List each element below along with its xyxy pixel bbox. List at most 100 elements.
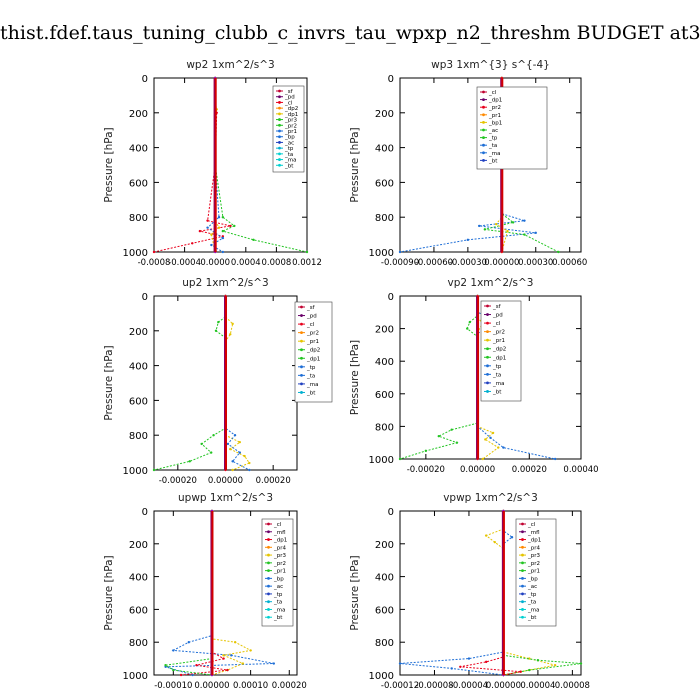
legend-label: _cl — [273, 522, 282, 528]
legend-marker — [482, 143, 485, 147]
x-tick-label: 0.00040 — [563, 465, 598, 475]
data-point — [497, 446, 500, 449]
plot-frame — [399, 295, 582, 460]
y-axis-label: Pressure [hPa] — [349, 127, 361, 202]
legend-label: _pr4 — [273, 545, 287, 551]
data-point — [398, 250, 402, 254]
legend-marker — [267, 545, 270, 549]
plot-frame — [153, 510, 298, 676]
legend-label: _pr3 — [284, 118, 298, 124]
data-point — [466, 327, 469, 330]
data-point — [210, 451, 213, 454]
legend-label: _dp2 — [284, 106, 298, 112]
legend-marker — [267, 592, 270, 596]
data-point — [484, 534, 488, 537]
legend-marker — [486, 304, 489, 308]
data-point — [233, 434, 237, 437]
x-tick-label: -0.00008 — [415, 681, 453, 691]
data-point — [179, 673, 183, 677]
legend-label: _pr1 — [527, 569, 540, 575]
data-point — [252, 238, 255, 242]
legend-marker — [278, 129, 281, 133]
legend-marker — [486, 390, 489, 393]
data-point — [557, 250, 560, 254]
legend-marker — [521, 545, 524, 549]
series-line — [211, 511, 253, 676]
chart-title: up2 1xm^2/s^3 — [182, 277, 268, 289]
y-tick-label: 0 — [388, 74, 394, 85]
y-axis-label: Pressure [hPa] — [103, 345, 115, 420]
legend-label: _cl — [306, 322, 315, 328]
y-tick-label: 400 — [375, 357, 394, 368]
legend-label: _tp — [284, 146, 294, 152]
y-axis-label: Pressure [hPa] — [103, 555, 115, 630]
plot-frame — [399, 510, 582, 676]
x-tick-label: 0.00060 — [552, 258, 587, 268]
legend-label: _dp2 — [306, 348, 320, 354]
legend-label: _mfl — [273, 530, 286, 536]
x-tick-label: -0.00010 — [154, 681, 192, 691]
y-tick-label: 400 — [129, 573, 148, 584]
y-tick-label: 400 — [129, 362, 148, 373]
data-point — [536, 659, 540, 662]
data-point — [206, 219, 209, 222]
legend-marker — [267, 600, 270, 604]
legend-label: _ta — [306, 373, 315, 379]
chart-4: upwp 1xm^2/s^3 Pressure [hPa] 0 200 400 600 80… — [103, 492, 307, 691]
legend-box — [480, 300, 522, 402]
legend-marker — [267, 553, 270, 557]
data-point — [221, 216, 225, 219]
legend-label: _tp — [488, 136, 498, 142]
data-point — [210, 233, 213, 236]
chart-1: wp3 1xm^{3} s^{-4} Pressure [hPa] 0 200 400 6… — [349, 59, 587, 268]
x-tick-label: 0.00000 — [208, 476, 243, 486]
legend-label: _bt — [527, 615, 537, 621]
legend-marker — [482, 105, 485, 109]
legend-marker — [486, 338, 489, 342]
chart-5: vpwp 1xm^2/s^3 Pressure [hPa] 0 200 400 600 80… — [349, 492, 590, 691]
legend-label: _pr2 — [306, 331, 319, 337]
data-point — [502, 446, 505, 449]
y-tick-label: 800 — [375, 638, 394, 649]
y-tick-label: 800 — [375, 213, 394, 224]
legend-label: _bp — [273, 576, 284, 582]
legend-marker — [486, 381, 489, 385]
data-point — [217, 320, 220, 324]
legend-marker — [521, 615, 524, 619]
legend-label: _dp1 — [306, 356, 320, 362]
data-point — [226, 442, 230, 446]
x-tick-label: -0.00020 — [159, 476, 197, 486]
legend-label: _pr2 — [273, 561, 286, 567]
y-tick-label: 600 — [375, 178, 394, 189]
legend-marker — [521, 553, 524, 557]
y-tick-label: 800 — [129, 431, 148, 442]
data-point — [553, 457, 557, 461]
data-point — [305, 250, 309, 254]
legend-marker — [267, 615, 270, 619]
data-point — [579, 662, 583, 665]
chart-title: vpwp 1xm^2/s^3 — [443, 492, 538, 504]
legend-marker — [300, 339, 303, 343]
x-tick-label: -0.00012 — [381, 681, 419, 691]
chart-title: upwp 1xm^2/s^3 — [178, 492, 273, 504]
series-line — [181, 511, 228, 676]
x-tick-label: -0.0008 — [138, 258, 171, 268]
legend-label: _dp2 — [492, 347, 506, 353]
y-tick-label: 1000 — [123, 466, 148, 477]
data-point — [231, 460, 234, 463]
y-tick-label: 1000 — [123, 671, 148, 682]
legend-marker — [486, 355, 489, 359]
data-point — [272, 662, 276, 665]
chart-3: vp2 1xm^2/s^3 Pressure [hPa] 0 200 400 600 800… — [349, 277, 599, 475]
data-point — [506, 229, 509, 233]
legend-marker — [486, 321, 489, 325]
legend-label: _tp — [306, 365, 316, 371]
data-point — [214, 329, 218, 332]
data-point — [233, 641, 237, 644]
legend-label: _pr2 — [492, 330, 505, 336]
data-point — [217, 216, 221, 219]
legend-label: _pr4 — [527, 545, 541, 551]
legend-marker — [267, 584, 270, 588]
series-line — [460, 511, 521, 676]
data-point — [489, 436, 492, 440]
